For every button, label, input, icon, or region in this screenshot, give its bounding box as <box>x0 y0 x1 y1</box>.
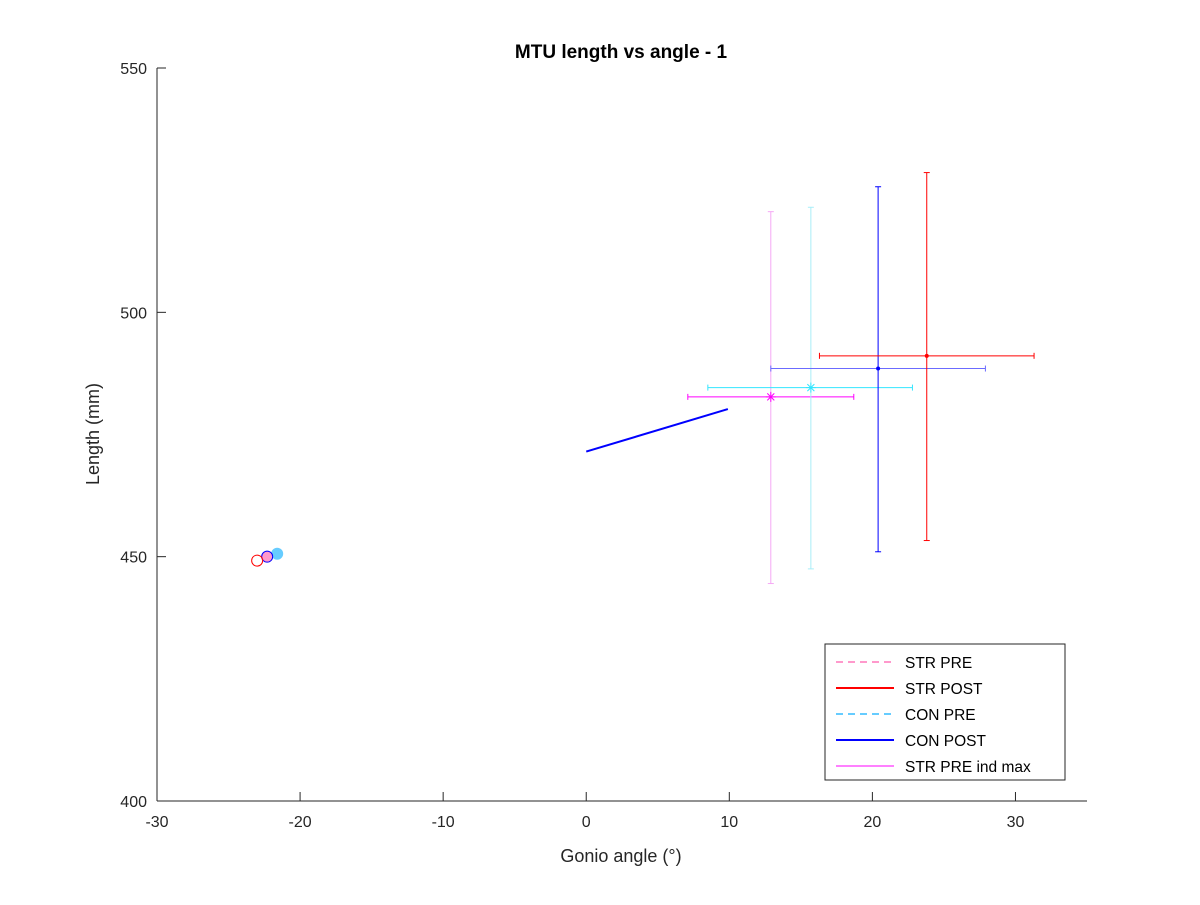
legend-label-str-pre-ind-max: STR PRE ind max <box>905 759 1031 776</box>
point-marker-str-post-max <box>924 353 929 358</box>
start-marker-con-post-start <box>261 550 274 563</box>
legend-label-str-pre: STR PRE <box>905 655 972 672</box>
start-marker-con-pre-start <box>271 547 284 560</box>
y-tick-label: 400 <box>120 794 147 811</box>
y-tick-label: 550 <box>120 61 147 78</box>
x-ticks: -30 -20 -10 0 10 20 30 <box>145 792 1024 831</box>
x-tick-label: 30 <box>1007 814 1025 831</box>
legend-label-str-post: STR POST <box>905 681 983 698</box>
series-line-con-post-line <box>585 408 729 453</box>
x-axis-label: Gonio angle (°) <box>560 846 681 866</box>
x-tick-label: -30 <box>145 814 168 831</box>
x-tick-label: 0 <box>582 814 591 831</box>
x-tick-label: -20 <box>289 814 312 831</box>
legend: STR PRE STR POST CON PRE CON POST STR PR… <box>824 643 1066 781</box>
legend-label-con-post: CON POST <box>905 733 986 750</box>
x-tick-label: 10 <box>720 814 738 831</box>
y-ticks: 400 450 500 550 <box>120 61 166 811</box>
legend-label-con-pre: CON PRE <box>905 707 976 724</box>
x-tick-label: 20 <box>863 814 881 831</box>
point-marker-con-post-max <box>876 366 881 371</box>
start-marker-str-post-start <box>251 554 264 567</box>
x-tick-label: -10 <box>432 814 455 831</box>
legend-box <box>824 643 1066 781</box>
y-axis-label: Length (mm) <box>83 383 103 485</box>
point-marker-con-pre-max <box>805 382 816 393</box>
y-tick-label: 450 <box>120 550 147 567</box>
point-marker-str-pre-ind-max <box>765 391 776 402</box>
axes <box>156 68 1087 802</box>
data-marks <box>251 172 1035 585</box>
y-tick-label: 500 <box>120 305 147 322</box>
chart-title: MTU length vs angle - 1 <box>515 42 728 63</box>
